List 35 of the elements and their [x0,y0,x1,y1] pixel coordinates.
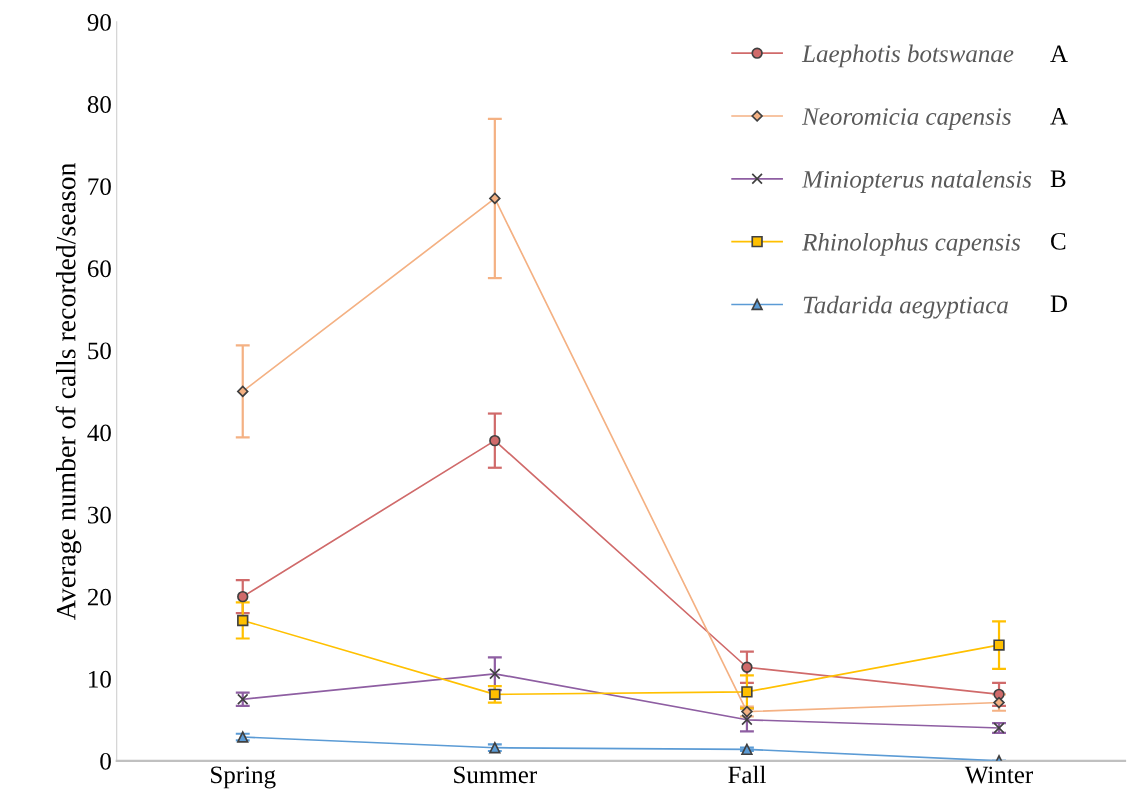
legend-label: Laephotis botswanae [801,44,1014,68]
y-tick-label: 20 [87,588,111,606]
point [237,385,249,398]
x-tick-label: Winter [964,766,1034,784]
y-tick-label: 50 [88,342,111,360]
point [489,192,501,205]
x-tick-label: Spring [211,766,276,789]
y-axis-title: Average number of calls recorded/season [55,163,82,620]
y-tick-label: 0 [100,752,111,770]
y-tick-label: 90 [87,13,111,31]
y-tick-label: 60 [87,260,111,278]
point [741,661,753,673]
legend-label: Tadarida aegyptiaca [803,295,1008,319]
annotation: B [1050,170,1066,188]
point [489,434,501,447]
point [993,688,1005,701]
x-tick-label: Fall [728,765,766,784]
legend-label: Miniopterus natalensis [801,170,1032,193]
legend-label: Neoromicia capensis [801,108,1011,131]
point [741,743,753,756]
legend-label: Rhinolophus capensis [801,233,1021,256]
point [237,614,249,627]
y-tick-label: 10 [89,670,111,688]
y-tick-label: 30 [88,506,111,524]
y-tick-label: 40 [87,424,111,442]
annotation: A [1050,107,1068,125]
point [237,590,249,603]
annotation: A [1050,45,1068,62]
point [741,686,753,698]
x-tick-label: Summer [454,766,537,784]
y-tick-label: 70 [88,178,111,196]
annotation: D [1050,295,1068,312]
y-tick-label: 80 [87,96,111,113]
point [993,639,1005,651]
annotation: C [1051,232,1066,250]
